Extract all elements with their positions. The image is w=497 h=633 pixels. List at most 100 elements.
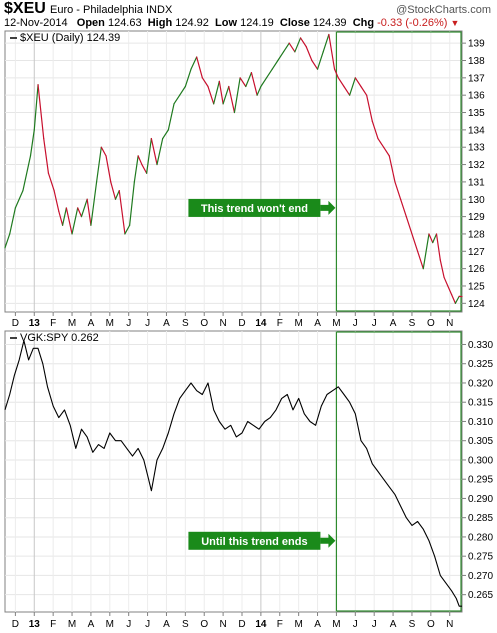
- x-tick-label: N: [219, 619, 226, 630]
- y-tick-label: 125: [468, 281, 485, 292]
- close-label: Close: [279, 17, 310, 29]
- x-tick-label: N: [446, 619, 453, 630]
- y-tick-label: 130: [468, 195, 485, 206]
- price-segment: [366, 94, 373, 122]
- x-tick-label: 14: [255, 619, 267, 630]
- x-tick-label: J: [126, 318, 131, 329]
- x-tick-label: A: [390, 318, 397, 329]
- x-tick-label: A: [163, 619, 170, 630]
- price-segment: [443, 276, 449, 287]
- price-segment: [222, 85, 230, 105]
- price-segment: [288, 42, 296, 53]
- price-segment: [328, 33, 336, 70]
- price-segment: [184, 68, 192, 88]
- price-segment: [282, 42, 290, 53]
- x-tick-label: F: [277, 619, 283, 630]
- x-tick-label: J: [372, 318, 377, 329]
- chart-header: $XEU Euro - Philadelphia INDX @StockChar…: [0, 0, 497, 30]
- y-tick-label: 0.305: [468, 436, 493, 447]
- close-value: 124.39: [312, 17, 347, 29]
- chg-label: Chg: [352, 17, 375, 29]
- y-tick-label: 124: [468, 299, 485, 310]
- price-segment: [343, 85, 351, 96]
- y-tick-label: 135: [468, 108, 485, 119]
- price-segment: [233, 77, 241, 114]
- price-segment: [371, 120, 379, 140]
- price-segment: [388, 155, 396, 183]
- price-segment: [394, 181, 402, 200]
- price-segment: [4, 233, 11, 249]
- stockcharts-watermark: @StockCharts.com: [396, 4, 491, 16]
- x-tick-label: J: [372, 619, 377, 630]
- x-tick-label: M: [294, 619, 302, 630]
- y-tick-label: 0.270: [468, 571, 493, 582]
- y-tick-label: 137: [468, 73, 485, 84]
- price-segment: [86, 198, 92, 226]
- x-tick-label: D: [12, 619, 19, 630]
- price-segment: [190, 56, 198, 70]
- price-segment: [213, 80, 220, 105]
- chg-value: -0.33 (-0.26%): [377, 17, 448, 29]
- open-value: 124.63: [107, 17, 142, 29]
- price-segment: [383, 146, 390, 157]
- price-segment: [129, 181, 135, 226]
- x-tick-label: O: [427, 318, 435, 329]
- price-segment: [71, 207, 79, 235]
- x-tick-label: J: [145, 318, 150, 329]
- price-segment: [337, 77, 345, 88]
- x-tick-label: S: [409, 619, 416, 630]
- price-segment: [439, 259, 445, 278]
- price-segment: [77, 207, 83, 218]
- price-segment: [428, 233, 434, 244]
- x-tick-label: 13: [29, 318, 41, 329]
- price-segment: [110, 181, 117, 200]
- x-tick-label: A: [163, 318, 170, 329]
- x-tick-label: A: [88, 619, 95, 630]
- price-segment: [322, 33, 330, 53]
- x-tick-label: F: [50, 619, 56, 630]
- y-tick-label: 129: [468, 212, 485, 223]
- y-tick-label: 0.295: [468, 475, 493, 486]
- x-tick-label: A: [314, 318, 321, 329]
- plot-frame: [4, 330, 463, 613]
- y-tick-label: 0.315: [468, 398, 493, 409]
- x-tick-label: A: [390, 619, 397, 630]
- price-segment: [260, 77, 268, 88]
- symbol-name: Euro - Philadelphia INDX: [50, 4, 173, 16]
- high-value: 124.92: [175, 17, 209, 29]
- x-tick-label: O: [200, 318, 208, 329]
- y-tick-label: 0.285: [468, 513, 493, 524]
- price-segment: [100, 146, 107, 157]
- price-segment: [124, 224, 131, 235]
- quote-line: 12-Nov-2014 Open 124.63 High 124.92 Low …: [4, 17, 459, 29]
- price-segment: [173, 94, 181, 105]
- x-tick-label: D: [238, 619, 245, 630]
- price-segment: [80, 198, 88, 218]
- y-tick-label: 0.300: [468, 455, 493, 466]
- price-segment: [454, 295, 460, 304]
- price-segment: [29, 129, 35, 157]
- trend-highlight-box: [335, 331, 462, 612]
- x-tick-label: M: [106, 619, 114, 630]
- price-segment: [150, 137, 158, 166]
- price-segment: [256, 85, 262, 96]
- y-tick-label: 127: [468, 247, 485, 258]
- x-tick-label: A: [314, 619, 321, 630]
- symbol-title: $XEU: [4, 0, 46, 17]
- y-tick-label: 0.265: [468, 590, 493, 601]
- down-triangle-icon: ▼: [450, 18, 460, 28]
- y-tick-label: 0.330: [468, 340, 493, 351]
- price-segment: [90, 181, 98, 226]
- chart-panel-1: 124 125 126 127 128 129 130 131 132 133 134 135 136 1…: [4, 30, 485, 329]
- x-tick-label: N: [219, 318, 226, 329]
- annotation-callout-2: Until this trend ends: [188, 531, 336, 550]
- x-tick-label: 14: [255, 318, 267, 329]
- x-tick-label: J: [145, 619, 150, 630]
- price-segment: [265, 68, 273, 79]
- price-segment: [118, 189, 126, 235]
- price-segment: [141, 163, 148, 174]
- price-segment: [245, 72, 253, 88]
- price-segment: [377, 137, 385, 148]
- y-tick-label: 0.325: [468, 359, 493, 370]
